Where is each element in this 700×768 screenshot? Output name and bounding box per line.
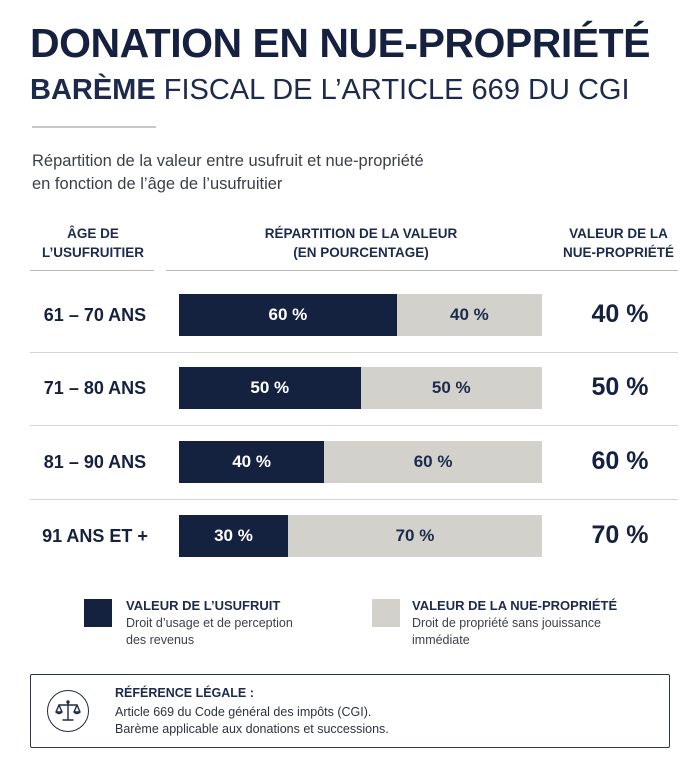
intro-line-2: en fonction de l’âge de l’usufruitier: [32, 175, 283, 193]
legal-reference-title: RÉFÉRENCE LÉGALE :: [115, 686, 254, 700]
intro-line-1: Répartition de la valeur entre usufruit …: [32, 152, 424, 170]
row-divider: [30, 499, 678, 500]
row-value: 70 %: [591, 521, 649, 549]
subtitle-rest: FISCAL DE L’ARTICLE 669 DU CGI: [155, 74, 630, 106]
bar-nue-segment: 60 %: [413, 452, 453, 471]
header-value-line-2: NUE-PROPRIÉTÉ: [562, 245, 674, 260]
legend-title-usufruit: VALEUR DE L’USUFRUIT: [126, 598, 281, 613]
header-divider-main: [166, 270, 678, 271]
title-divider: [32, 126, 156, 128]
row-age: 91 ANS ET +: [42, 526, 148, 546]
legend-desc-nue-line-1: Droit de propriété sans jouissance: [412, 616, 601, 630]
row-age: 81 – 90 ANS: [43, 452, 147, 472]
split-bar: 30 % 70 %: [179, 515, 542, 557]
header-repartition-line-1: RÉPARTITION DE LA VALEUR: [264, 226, 458, 241]
legend-desc-nue-line-2: immédiate: [412, 633, 470, 647]
header-value: VALEUR DE LA NUE-PROPRIÉTÉ: [556, 224, 681, 262]
header-divider-age: [30, 270, 154, 271]
row-age: 61 – 70 ANS: [43, 305, 147, 325]
subtitle-bold: BARÈME: [30, 74, 156, 106]
bar-usufruit-segment: 50 %: [179, 367, 361, 409]
split-bar: 50 % 50 %: [179, 367, 542, 409]
row-value: 60 %: [591, 447, 649, 475]
scales-icon: [47, 690, 89, 732]
legend-swatch-usufruit: [84, 599, 112, 627]
split-bar: 40 % 60 %: [179, 441, 542, 483]
legend-desc-usufruit-line-1: Droit d’usage et de perception: [126, 616, 293, 630]
row-age: 71 – 80 ANS: [43, 378, 147, 398]
row-value: 50 %: [591, 373, 649, 401]
header-age: ÂGE DE L’USUFRUITIER: [38, 224, 148, 262]
row-value: 40 %: [591, 300, 649, 328]
row-divider: [30, 352, 678, 353]
row-divider: [30, 425, 678, 426]
header-repartition: RÉPARTITION DE LA VALEUR (EN POURCENTAGE…: [180, 224, 542, 262]
legend-desc-usufruit-line-2: des revenus: [126, 633, 195, 647]
split-bar: 60 % 40 %: [179, 294, 542, 336]
legend-title-nue: VALEUR DE LA NUE-PROPRIÉTÉ: [412, 598, 618, 613]
header-value-line-1: VALEUR DE LA: [569, 226, 668, 241]
legend-desc-nue: Droit de propriété sans jouissance imméd…: [412, 615, 632, 649]
legal-reference-box: RÉFÉRENCE LÉGALE : Article 669 du Code g…: [30, 674, 670, 748]
bar-usufruit-segment: 60 %: [179, 294, 397, 336]
header-age-line-2: L’USUFRUITIER: [41, 245, 144, 260]
bar-nue-segment: 70 %: [395, 526, 435, 545]
bar-nue-segment: 50 %: [431, 378, 471, 397]
page-title: DONATION EN NUE-PROPRIÉTÉ: [30, 20, 651, 66]
legend-swatch-nue: [372, 599, 400, 627]
page-subtitle: BARÈME FISCAL DE L’ARTICLE 669 DU CGI: [30, 74, 630, 107]
legal-reference-line-2: Barème applicable aux donations et succe…: [115, 722, 389, 736]
header-repartition-line-2: (EN POURCENTAGE): [293, 245, 429, 260]
intro-text: Répartition de la valeur entre usufruit …: [32, 150, 532, 196]
bar-nue-segment: 40 %: [450, 305, 489, 324]
legend-desc-usufruit: Droit d’usage et de perception des reven…: [126, 615, 346, 649]
header-age-line-1: ÂGE DE: [67, 226, 119, 241]
bar-usufruit-segment: 30 %: [179, 515, 288, 557]
bar-usufruit-segment: 40 %: [179, 441, 325, 483]
legal-reference-line-1: Article 669 du Code général des impôts (…: [115, 705, 372, 719]
